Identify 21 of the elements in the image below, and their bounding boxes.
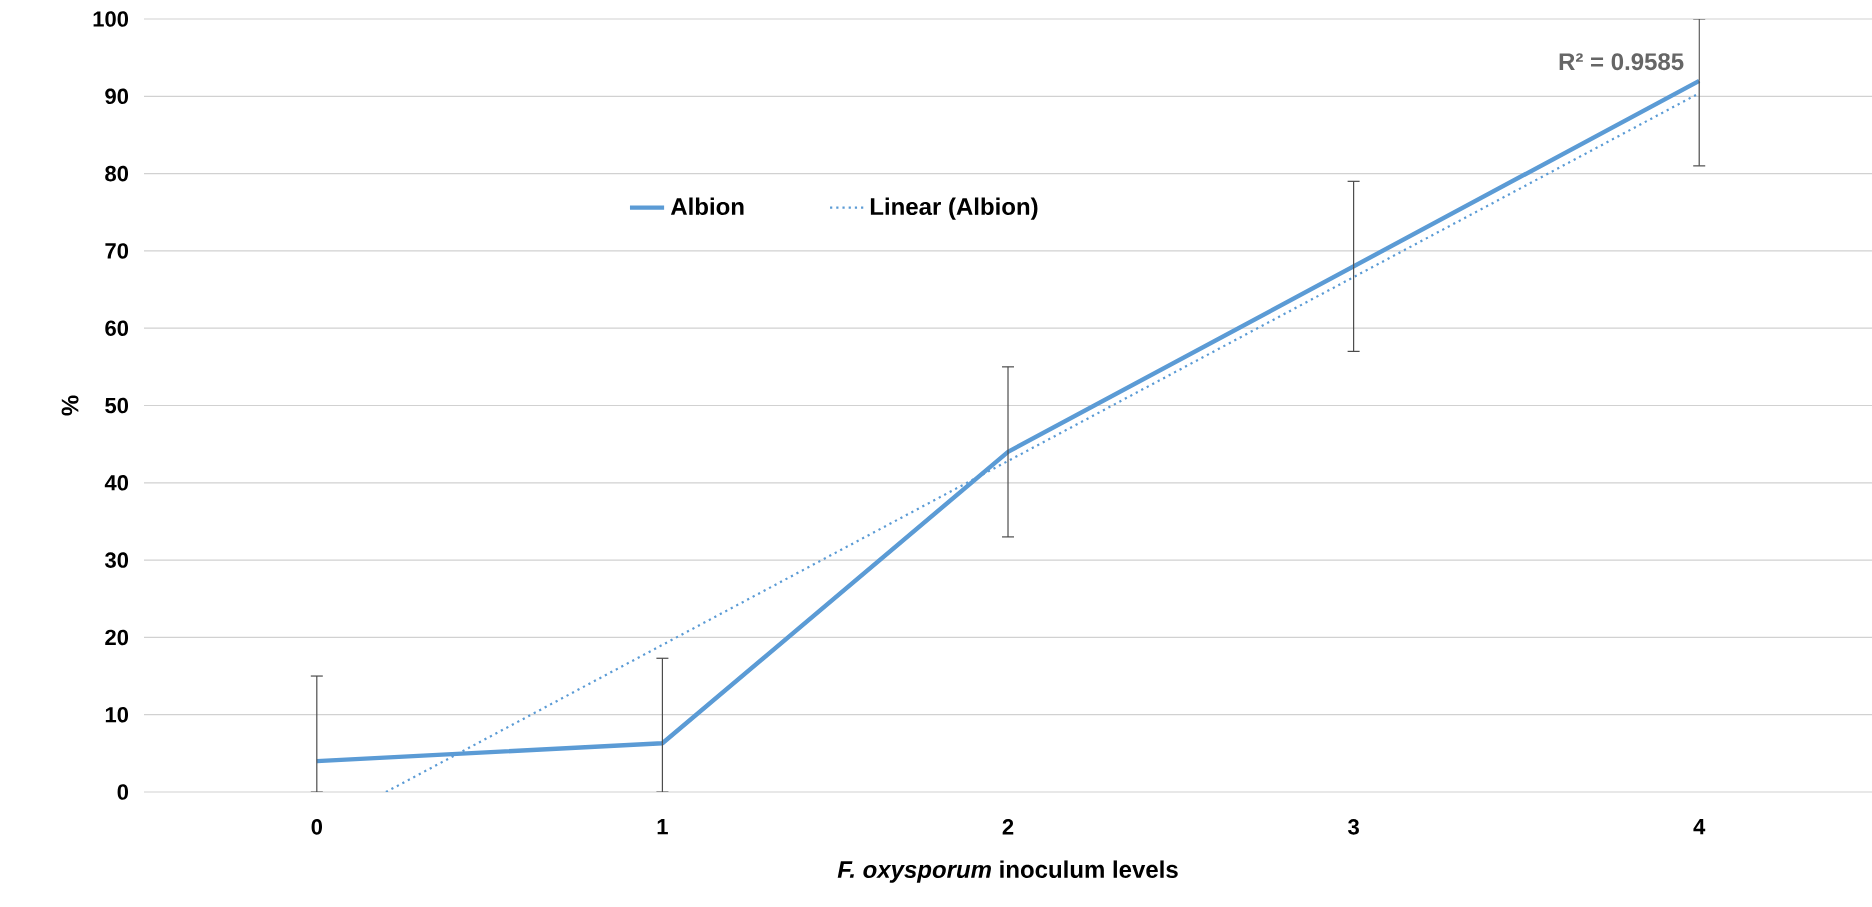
legend-label: Linear (Albion)	[870, 197, 1038, 220]
x-tick-label: 3	[1348, 819, 1359, 835]
annotation: R² = 0.9585	[1559, 53, 1684, 71]
y-tick-label: 70	[105, 243, 129, 259]
x-tick-label: 2	[1002, 819, 1014, 835]
y-tick-label: 30	[104, 552, 129, 568]
y-tick-label: 80	[105, 165, 129, 182]
legend-label: Albion	[670, 197, 744, 216]
y-tick-label: 100	[93, 11, 129, 27]
x-axis-title: F. oxysporum inoculum levels	[837, 860, 1178, 883]
y-tick-label: 0	[117, 784, 129, 800]
y-tick-label: 10	[105, 706, 129, 723]
y-tick-label: 60	[105, 320, 129, 336]
y-tick-label: 20	[105, 629, 129, 646]
y-tick-label: 40	[104, 475, 129, 491]
x-tick-label: 1	[657, 819, 668, 835]
x-tick-label: 4	[1693, 819, 1706, 835]
y-tick-label: 90	[105, 88, 129, 105]
y-axis-title: %	[61, 395, 79, 416]
x-tick-label: 0	[311, 819, 323, 835]
y-tick-label: 50	[105, 397, 129, 414]
